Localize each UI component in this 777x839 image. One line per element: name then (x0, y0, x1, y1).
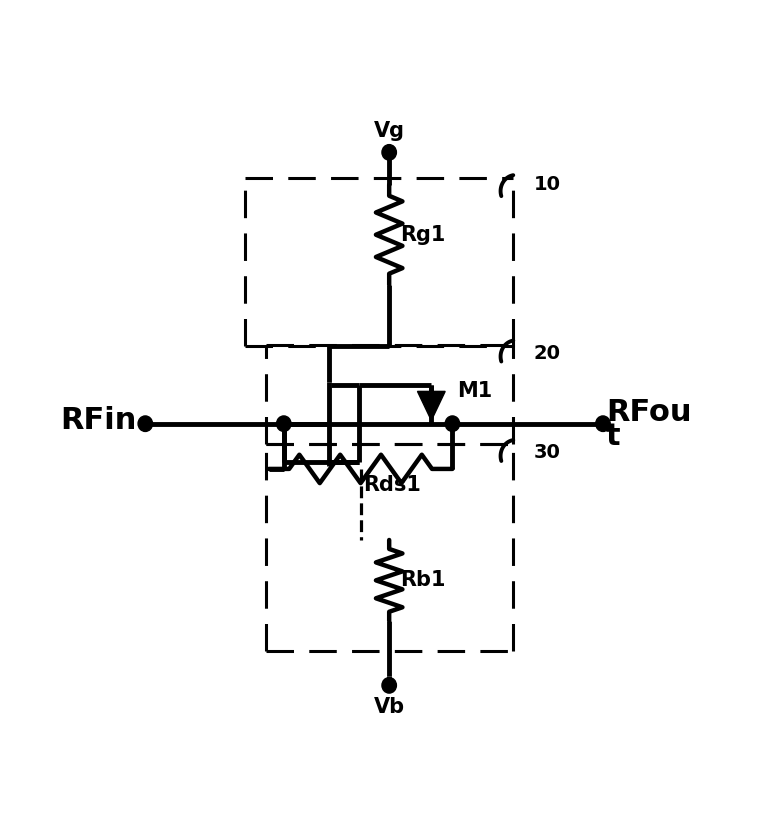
Text: Vb: Vb (374, 697, 405, 717)
Text: 20: 20 (534, 344, 561, 362)
Text: RFou: RFou (606, 398, 692, 426)
Text: Rds1: Rds1 (364, 476, 421, 495)
Circle shape (138, 416, 152, 431)
Circle shape (445, 416, 460, 431)
Circle shape (277, 416, 291, 431)
Text: M1: M1 (457, 382, 493, 401)
Circle shape (382, 144, 396, 160)
Text: Rg1: Rg1 (400, 225, 445, 245)
Text: RFin: RFin (60, 406, 136, 435)
Text: Vg: Vg (374, 121, 405, 141)
Text: 30: 30 (534, 443, 560, 462)
Text: t: t (606, 422, 621, 451)
Text: 10: 10 (534, 175, 561, 194)
Polygon shape (417, 391, 445, 420)
Circle shape (382, 678, 396, 693)
Text: Rb1: Rb1 (400, 571, 445, 591)
Circle shape (596, 416, 610, 431)
